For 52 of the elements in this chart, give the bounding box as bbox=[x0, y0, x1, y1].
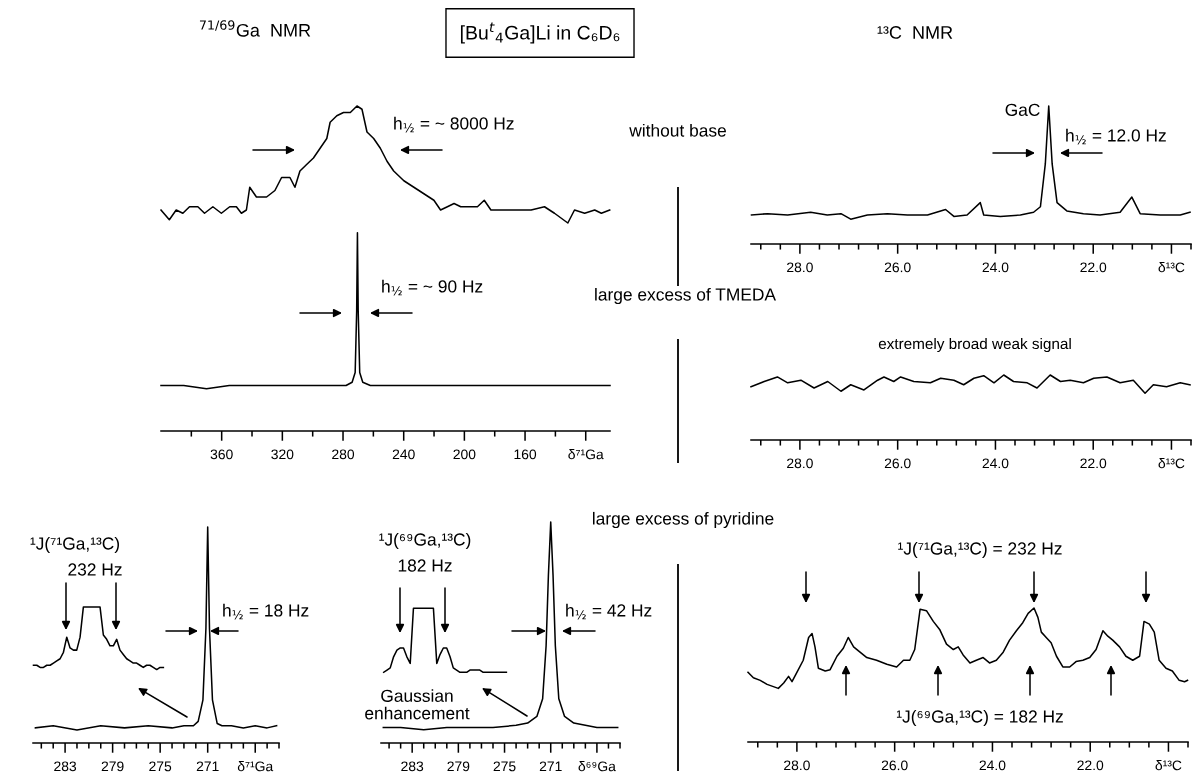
x-tick-label: 28.0 bbox=[787, 262, 813, 273]
x-tick-label: 28.0 bbox=[784, 760, 810, 771]
annotation: ¹J(⁷¹Ga,¹³C) bbox=[30, 536, 120, 554]
annotation: large excess of TMEDA bbox=[595, 287, 776, 305]
x-tick-label: 200 bbox=[453, 449, 476, 460]
x-tick-label: 24.0 bbox=[982, 458, 1009, 469]
annotation: h$_{½}$ = 18 Hz bbox=[223, 603, 309, 620]
annotation: large excess of pyridine bbox=[592, 511, 774, 529]
text: extremely broad weak signal bbox=[878, 337, 1071, 353]
x-tick-label: δ⁷¹Ga bbox=[568, 449, 604, 460]
chart-title: $^{71/69}$Ga NMR bbox=[199, 20, 311, 37]
x-tick-label: 283 bbox=[54, 761, 77, 772]
x-tick-label: 283 bbox=[401, 761, 424, 772]
x-tick-label: 26.0 bbox=[881, 760, 908, 771]
x-tick-label: 275 bbox=[149, 761, 172, 772]
x-tick-label: δ⁷¹Ga bbox=[237, 761, 274, 772]
x-tick-label: 22.0 bbox=[1077, 760, 1104, 771]
x-tick-label: 28.0 bbox=[787, 458, 813, 469]
x-tick-label: 360 bbox=[210, 449, 233, 460]
x-tick-label: 271 bbox=[196, 761, 219, 772]
x-tick-label: 275 bbox=[493, 761, 516, 772]
x-tick-label: 160 bbox=[514, 449, 537, 460]
annotation: GaC bbox=[1005, 103, 1040, 116]
annotation: ¹J(⁶⁹Ga,¹³C) bbox=[379, 532, 471, 550]
x-tick-label: 279 bbox=[101, 761, 124, 772]
text: ¹J(⁷¹Ga,¹³C) = 232 Hz bbox=[898, 541, 1062, 559]
x-tick-label: δ¹³C bbox=[1158, 262, 1185, 273]
chart-title: ¹³C NMR bbox=[877, 26, 953, 39]
x-tick-label: 26.0 bbox=[884, 262, 911, 273]
text: without base bbox=[629, 123, 726, 137]
x-tick-label: δ⁶⁹Ga bbox=[578, 761, 616, 772]
annotation: h$_{½}$ = 42 Hz bbox=[566, 603, 652, 620]
x-tick-label: 22.0 bbox=[1080, 458, 1107, 469]
x-tick-label: 26.0 bbox=[884, 458, 911, 469]
x-tick-label: 279 bbox=[447, 761, 470, 772]
annotation: h$_{½}$ = ~ 8000 Hz bbox=[394, 116, 514, 133]
x-tick-label: δ¹³C bbox=[1158, 458, 1185, 469]
text: [Bu$^{t}$$_{4}$Ga]Li in C₆D₆ bbox=[460, 22, 620, 44]
x-tick-label: 320 bbox=[271, 449, 294, 460]
x-tick-label: 280 bbox=[332, 449, 355, 460]
annotation: h$_{½}$ = 12.0 Hz bbox=[1066, 128, 1166, 145]
annotation: ¹J(⁶⁹Ga,¹³C) = 182 Hz bbox=[896, 709, 1063, 727]
x-tick-label: 22.0 bbox=[1080, 262, 1107, 273]
x-tick-label: 240 bbox=[392, 449, 415, 460]
annotation: 182 Hz bbox=[398, 559, 452, 572]
annotation: h$_{½}$ = ~ 90 Hz bbox=[382, 279, 483, 296]
x-tick-label: 271 bbox=[539, 761, 562, 772]
x-tick-label: 24.0 bbox=[979, 760, 1006, 771]
annotation: 232 Hz bbox=[68, 563, 122, 576]
annotation: Gaussian enhancement bbox=[365, 689, 470, 720]
x-tick-label: δ¹³C bbox=[1155, 760, 1182, 771]
x-tick-label: 24.0 bbox=[982, 262, 1009, 273]
